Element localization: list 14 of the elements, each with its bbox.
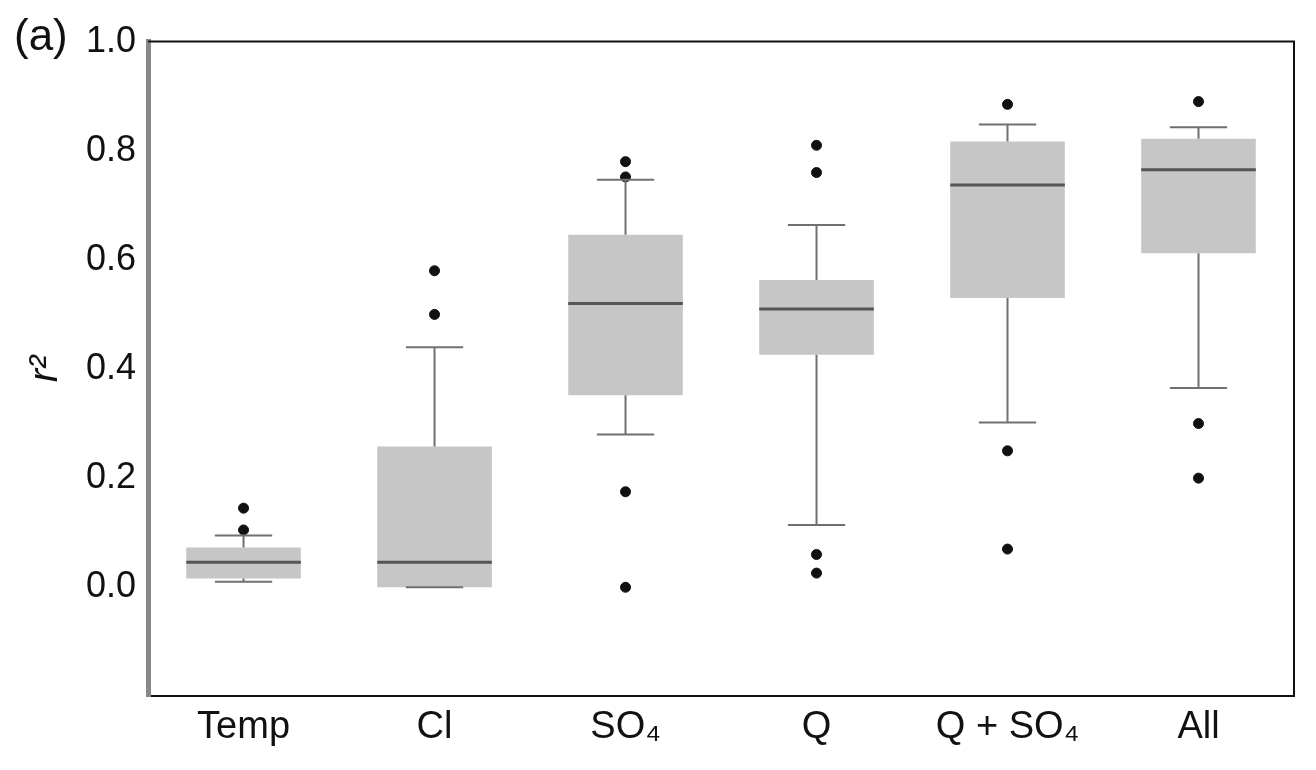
- text: (a): [14, 10, 68, 60]
- x-tick-label: All: [1177, 703, 1220, 746]
- y-tick-label: 0.0: [86, 564, 137, 606]
- x-tick-label: SO₄: [590, 703, 661, 746]
- y-tick-label: 1.0: [86, 18, 137, 60]
- x-tick-label: Q + SO₄: [935, 703, 1080, 746]
- y-axis-title: r²: [21, 354, 66, 383]
- x-tick-label: Q: [801, 703, 832, 746]
- x-tick-label: Temp: [197, 703, 290, 746]
- y-tick-label: 0.2: [86, 455, 137, 497]
- x-tick-label: Cl: [416, 703, 453, 746]
- y-tick-label: 0.6: [86, 236, 137, 278]
- y-tick-label: 0.4: [86, 345, 137, 387]
- y-tick-label: 0.8: [86, 127, 137, 169]
